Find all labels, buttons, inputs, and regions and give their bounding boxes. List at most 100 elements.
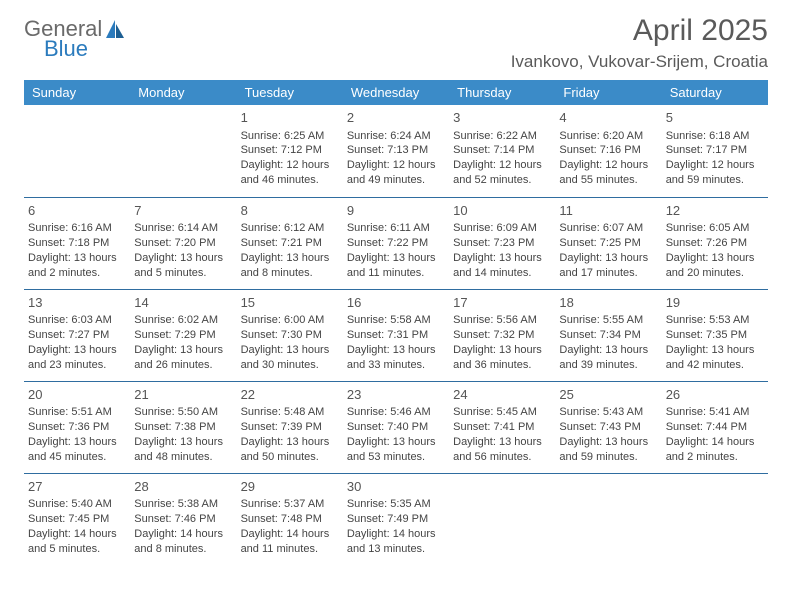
sunrise-text: Sunrise: 5:41 AM (666, 405, 764, 420)
sunrise-text: Sunrise: 6:05 AM (666, 221, 764, 236)
sunset-text: Sunset: 7:14 PM (453, 143, 551, 158)
day-number: 28 (134, 478, 232, 496)
calendar-day-cell: 25Sunrise: 5:43 AMSunset: 7:43 PMDayligh… (555, 381, 661, 473)
daylight-text: Daylight: 12 hours and 49 minutes. (347, 158, 445, 188)
day-number: 24 (453, 386, 551, 404)
sunrise-text: Sunrise: 5:56 AM (453, 313, 551, 328)
sunset-text: Sunset: 7:25 PM (559, 236, 657, 251)
daylight-text: Daylight: 14 hours and 8 minutes. (134, 527, 232, 557)
day-number: 12 (666, 202, 764, 220)
day-number: 23 (347, 386, 445, 404)
calendar-day-cell (24, 105, 130, 197)
sunrise-text: Sunrise: 5:48 AM (241, 405, 339, 420)
calendar-day-cell: 2 Sunrise: 6:24 AMSunset: 7:13 PMDaylight… (343, 105, 449, 197)
sunset-text: Sunset: 7:31 PM (347, 328, 445, 343)
day-number: 16 (347, 294, 445, 312)
calendar-day-cell: 19Sunrise: 5:53 AMSunset: 7:35 PMDayligh… (662, 289, 768, 381)
sunset-text: Sunset: 7:17 PM (666, 143, 764, 158)
calendar-week-row: 13Sunrise: 6:03 AMSunset: 7:27 PMDayligh… (24, 289, 768, 381)
day-number: 11 (559, 202, 657, 220)
sunset-text: Sunset: 7:34 PM (559, 328, 657, 343)
calendar-day-cell: 5Sunrise: 6:18 AMSunset: 7:17 PMDaylight… (662, 105, 768, 197)
sunset-text: Sunset: 7:48 PM (241, 512, 339, 527)
calendar-day-cell: 27Sunrise: 5:40 AMSunset: 7:45 PMDayligh… (24, 473, 130, 565)
calendar-body: 1Sunrise: 6:25 AMSunset: 7:12 PMDaylight… (24, 105, 768, 565)
daylight-text: Daylight: 12 hours and 46 minutes. (241, 158, 339, 188)
calendar-day-cell: 3Sunrise: 6:22 AMSunset: 7:14 PMDaylight… (449, 105, 555, 197)
sunset-text: Sunset: 7:35 PM (666, 328, 764, 343)
calendar-day-cell: 16Sunrise: 5:58 AMSunset: 7:31 PMDayligh… (343, 289, 449, 381)
calendar-day-cell: 23Sunrise: 5:46 AMSunset: 7:40 PMDayligh… (343, 381, 449, 473)
daylight-text: Daylight: 13 hours and 5 minutes. (134, 251, 232, 281)
sunset-text: Sunset: 7:12 PM (241, 143, 339, 158)
day-number: 21 (134, 386, 232, 404)
sunset-text: Sunset: 7:40 PM (347, 420, 445, 435)
day-number: 4 (559, 109, 657, 127)
daylight-text: Daylight: 13 hours and 36 minutes. (453, 343, 551, 373)
calendar-week-row: 1Sunrise: 6:25 AMSunset: 7:12 PMDaylight… (24, 105, 768, 197)
sunset-text: Sunset: 7:41 PM (453, 420, 551, 435)
daylight-text: Daylight: 12 hours and 52 minutes. (453, 158, 551, 188)
calendar-day-cell: 7Sunrise: 6:14 AMSunset: 7:20 PMDaylight… (130, 197, 236, 289)
calendar-week-row: 27Sunrise: 5:40 AMSunset: 7:45 PMDayligh… (24, 473, 768, 565)
sunset-text: Sunset: 7:20 PM (134, 236, 232, 251)
day-number: 10 (453, 202, 551, 220)
weekday-header: Saturday (662, 80, 768, 105)
calendar-day-cell: 4Sunrise: 6:20 AMSunset: 7:16 PMDaylight… (555, 105, 661, 197)
daylight-text: Daylight: 14 hours and 11 minutes. (241, 527, 339, 557)
sunrise-text: Sunrise: 5:51 AM (28, 405, 126, 420)
daylight-text: Daylight: 12 hours and 55 minutes. (559, 158, 657, 188)
sunset-text: Sunset: 7:49 PM (347, 512, 445, 527)
sunset-text: Sunset: 7:16 PM (559, 143, 657, 158)
sunset-text: Sunset: 7:13 PM (347, 143, 445, 158)
calendar-day-cell: 1Sunrise: 6:25 AMSunset: 7:12 PMDaylight… (237, 105, 343, 197)
sunrise-text: Sunrise: 6:02 AM (134, 313, 232, 328)
daylight-text: Daylight: 14 hours and 2 minutes. (666, 435, 764, 465)
calendar-day-cell: 26Sunrise: 5:41 AMSunset: 7:44 PMDayligh… (662, 381, 768, 473)
sunset-text: Sunset: 7:46 PM (134, 512, 232, 527)
sunrise-text: Sunrise: 5:37 AM (241, 497, 339, 512)
calendar-day-cell: 15Sunrise: 6:00 AMSunset: 7:30 PMDayligh… (237, 289, 343, 381)
day-number: 2 (347, 109, 445, 127)
day-number: 14 (134, 294, 232, 312)
calendar-day-cell: 14Sunrise: 6:02 AMSunset: 7:29 PMDayligh… (130, 289, 236, 381)
daylight-text: Daylight: 13 hours and 30 minutes. (241, 343, 339, 373)
sunset-text: Sunset: 7:30 PM (241, 328, 339, 343)
calendar-day-cell (555, 473, 661, 565)
sunrise-text: Sunrise: 5:38 AM (134, 497, 232, 512)
daylight-text: Daylight: 13 hours and 42 minutes. (666, 343, 764, 373)
day-number: 5 (666, 109, 764, 127)
calendar-day-cell: 21Sunrise: 5:50 AMSunset: 7:38 PMDayligh… (130, 381, 236, 473)
daylight-text: Daylight: 13 hours and 14 minutes. (453, 251, 551, 281)
daylight-text: Daylight: 13 hours and 48 minutes. (134, 435, 232, 465)
sunrise-text: Sunrise: 6:14 AM (134, 221, 232, 236)
sunrise-text: Sunrise: 6:12 AM (241, 221, 339, 236)
daylight-text: Daylight: 13 hours and 59 minutes. (559, 435, 657, 465)
sunrise-text: Sunrise: 5:43 AM (559, 405, 657, 420)
day-number: 7 (134, 202, 232, 220)
brand-logo-text: General Blue (24, 18, 102, 60)
sunrise-text: Sunrise: 5:50 AM (134, 405, 232, 420)
calendar-header-row: Sunday Monday Tuesday Wednesday Thursday… (24, 80, 768, 105)
sunset-text: Sunset: 7:18 PM (28, 236, 126, 251)
sunset-text: Sunset: 7:23 PM (453, 236, 551, 251)
daylight-text: Daylight: 12 hours and 59 minutes. (666, 158, 764, 188)
sunrise-text: Sunrise: 6:24 AM (347, 129, 445, 144)
weekday-header: Sunday (24, 80, 130, 105)
sunrise-text: Sunrise: 5:55 AM (559, 313, 657, 328)
day-number: 20 (28, 386, 126, 404)
brand-logo: General Blue (24, 14, 126, 60)
calendar-day-cell: 28Sunrise: 5:38 AMSunset: 7:46 PMDayligh… (130, 473, 236, 565)
sunrise-text: Sunrise: 5:45 AM (453, 405, 551, 420)
day-number: 22 (241, 386, 339, 404)
sunrise-text: Sunrise: 6:25 AM (241, 129, 339, 144)
calendar-day-cell (449, 473, 555, 565)
day-number: 17 (453, 294, 551, 312)
sunrise-text: Sunrise: 5:46 AM (347, 405, 445, 420)
daylight-text: Daylight: 14 hours and 5 minutes. (28, 527, 126, 557)
day-number: 8 (241, 202, 339, 220)
calendar-day-cell: 18Sunrise: 5:55 AMSunset: 7:34 PMDayligh… (555, 289, 661, 381)
calendar-day-cell: 20Sunrise: 5:51 AMSunset: 7:36 PMDayligh… (24, 381, 130, 473)
weekday-header: Tuesday (237, 80, 343, 105)
calendar-day-cell (130, 105, 236, 197)
